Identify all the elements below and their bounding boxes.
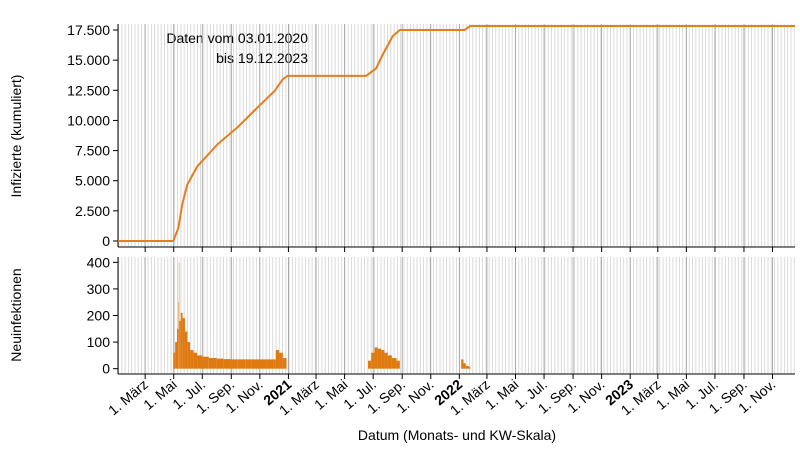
bar	[223, 359, 232, 369]
y-tick-label: 12.500	[67, 82, 110, 98]
bar	[180, 312, 183, 369]
bar	[279, 352, 283, 369]
bar	[179, 320, 181, 369]
week-grid	[118, 257, 795, 374]
y-tick-label: 15.000	[67, 52, 110, 68]
bar	[259, 359, 267, 369]
week-grid	[118, 24, 795, 247]
bar	[374, 347, 378, 369]
x-tick-label: 1. Mai	[653, 376, 692, 413]
y-tick-label: 400	[87, 254, 111, 270]
bar	[381, 350, 385, 369]
y-tick-label: 100	[87, 334, 111, 350]
y-axis-label: Infizierte (kumuliert)	[8, 75, 24, 198]
bar	[251, 359, 260, 369]
bar	[377, 348, 382, 369]
bar	[396, 360, 400, 369]
bar	[175, 342, 177, 369]
bar	[197, 355, 203, 369]
annotation: Daten vom 03.01.2020	[166, 30, 308, 46]
bar	[384, 352, 388, 369]
bar	[237, 359, 246, 369]
x-axis-label: Datum (Monats- und KW-Skala)	[358, 427, 556, 443]
bar	[275, 350, 280, 369]
annotation: bis 19.12.2023	[216, 50, 308, 66]
y-tick-label: 5.000	[75, 173, 110, 189]
bar	[461, 359, 464, 369]
y-tick-label: 10.000	[67, 112, 110, 128]
bar	[465, 366, 470, 369]
bar	[368, 360, 372, 369]
bar	[187, 342, 191, 369]
bar	[245, 359, 252, 369]
bar	[190, 350, 194, 369]
x-tick-label: 1. Mai	[140, 376, 179, 413]
bar	[469, 367, 471, 369]
bar	[463, 363, 466, 369]
bar	[182, 318, 185, 369]
bar	[202, 356, 209, 369]
bar	[216, 358, 224, 369]
bar	[184, 331, 188, 369]
y-tick-label: 0	[102, 233, 110, 249]
y-tick-label: 7.500	[75, 143, 110, 159]
bar	[391, 358, 397, 369]
y-tick-label: 200	[87, 308, 111, 324]
bar	[173, 352, 176, 369]
y-tick-label: 300	[87, 281, 111, 297]
y-tick-label: 0	[102, 361, 110, 377]
bar	[208, 358, 217, 369]
bar	[266, 359, 274, 369]
y-tick-label: 2.500	[75, 203, 110, 219]
y-axis-label: Neuinfektionen	[8, 268, 24, 361]
bar	[193, 352, 198, 369]
bar	[176, 328, 179, 369]
x-tick-label: 1. Mai	[311, 376, 350, 413]
bar	[371, 352, 375, 369]
line	[118, 25, 795, 242]
bar	[231, 359, 238, 369]
bar	[273, 359, 276, 369]
x-tick-label: 1. Mai	[482, 376, 521, 413]
y-tick-label: 17.500	[67, 22, 110, 38]
bar	[282, 358, 287, 369]
bar	[387, 355, 392, 369]
